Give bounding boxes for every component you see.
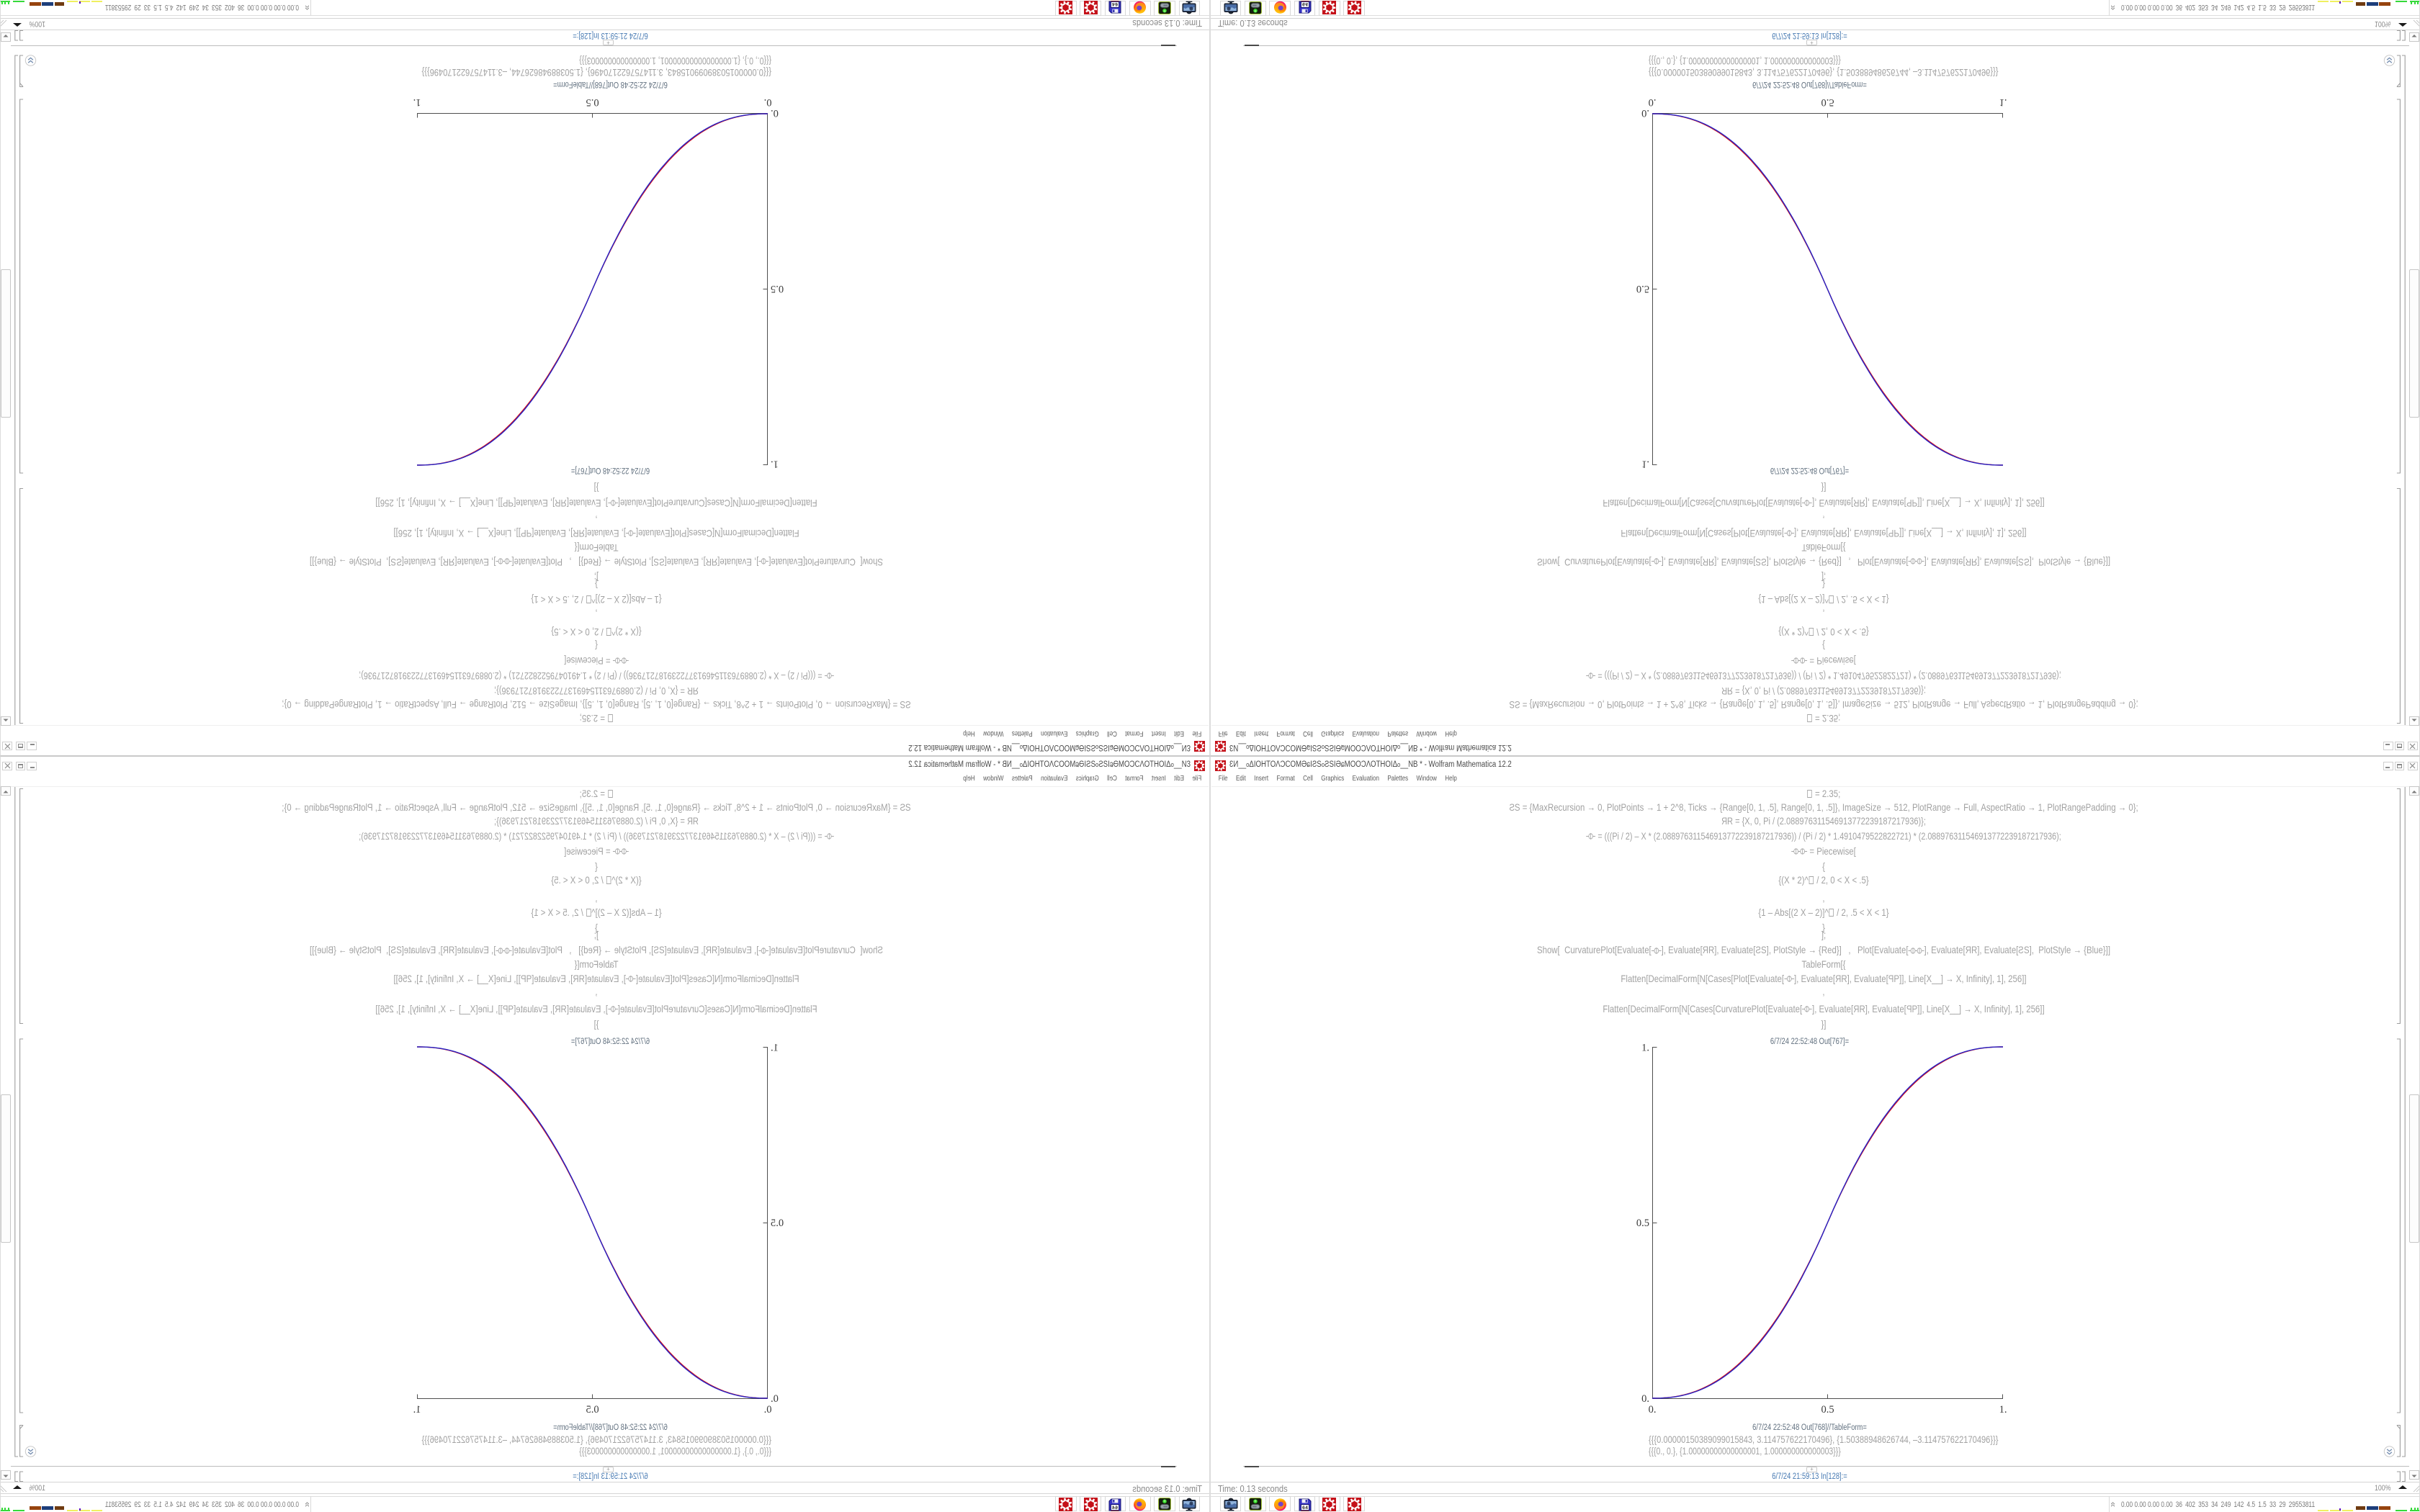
svg-text:1.: 1. <box>1641 1043 1649 1054</box>
svg-text:0.: 0. <box>771 107 779 119</box>
svg-text:0.5: 0.5 <box>1821 96 1834 108</box>
svg-text:64: 64 <box>1301 1 1307 6</box>
svg-text:0.: 0. <box>764 96 772 108</box>
svg-text:1.: 1. <box>413 96 421 108</box>
svg-text:0.5: 0.5 <box>586 96 599 108</box>
svg-text:0.: 0. <box>1649 1404 1657 1416</box>
svg-text:0.: 0. <box>764 1404 772 1416</box>
svg-text:64: 64 <box>1112 1 1118 6</box>
svg-text:1.: 1. <box>771 459 779 469</box>
svg-text:64: 64 <box>1112 1506 1118 1511</box>
svg-text:0.5: 0.5 <box>1821 1404 1834 1416</box>
svg-text:0.5: 0.5 <box>586 1404 599 1416</box>
svg-text:1.: 1. <box>771 1043 779 1054</box>
svg-text:0.5: 0.5 <box>1636 283 1649 294</box>
svg-text:0.5: 0.5 <box>771 283 784 294</box>
svg-text:0.: 0. <box>1641 107 1649 119</box>
svg-text:1.: 1. <box>1641 459 1649 469</box>
svg-text:0.5: 0.5 <box>1636 1218 1649 1229</box>
svg-text:0.: 0. <box>771 1393 779 1405</box>
svg-text:1.: 1. <box>1999 1404 2007 1416</box>
svg-text:1.: 1. <box>413 1404 421 1416</box>
svg-text:0.: 0. <box>1649 96 1657 108</box>
svg-text:0.: 0. <box>1641 1393 1649 1405</box>
svg-text:1.: 1. <box>1999 96 2007 108</box>
svg-text:64: 64 <box>1301 1506 1307 1511</box>
svg-text:0.5: 0.5 <box>771 1218 784 1229</box>
